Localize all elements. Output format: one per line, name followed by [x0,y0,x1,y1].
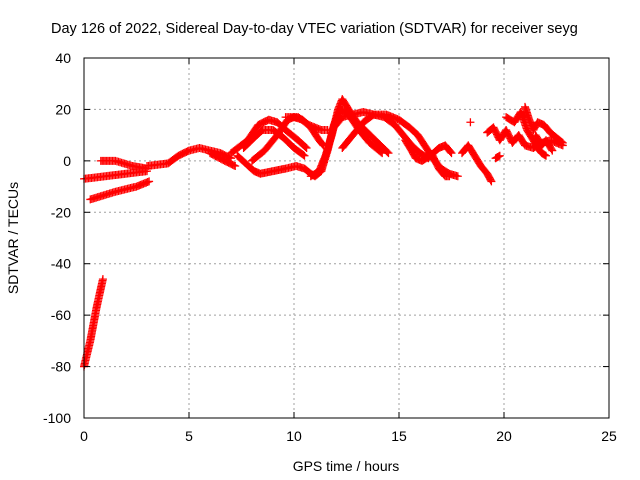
data-point [446,148,455,157]
series-arc-11 [281,113,332,134]
series-arc-01 [80,275,107,371]
series-arc-24 [531,131,557,155]
series-arc-03 [86,177,154,204]
axis-ticks: 0 5 10 15 20 25 -100 -80 -60 -40 -20 0 20 40 [43,50,617,444]
series-arc-17 [428,151,454,181]
data-point [466,118,475,127]
series-arc-19 [466,118,475,127]
data-point [495,151,504,160]
y-tick-label: -80 [51,359,71,375]
x-tick-label: 5 [185,428,193,444]
data-point [447,149,456,158]
data-series [80,95,567,371]
y-tick-label: 40 [55,50,71,66]
x-tick-label: 15 [391,428,407,444]
data-point [453,172,462,181]
series-arc-23 [521,102,567,147]
data-point [445,172,454,181]
data-point [301,143,310,152]
y-tick-label: -40 [51,256,71,272]
series-arc-22 [502,108,550,160]
data-point [377,148,386,157]
data-point [542,151,550,160]
series-arc-05 [143,144,235,170]
data-point [547,145,556,154]
data-point [558,138,567,147]
data-point [548,146,557,155]
data-point [487,177,496,186]
x-tick-label: 25 [601,428,617,444]
y-tick-label: 0 [63,153,71,169]
y-tick-label: -60 [51,307,71,323]
data-point [302,144,311,152]
data-point [145,177,154,186]
data-point [299,150,308,159]
data-point [486,176,495,185]
data-point [231,162,240,170]
y-tick-label: -100 [43,410,71,426]
y-axis-label: SDTVAR / TECUs [5,182,21,294]
x-axis-label: GPS time / hours [293,458,400,474]
y-tick-label: 20 [55,101,71,117]
data-point [98,275,107,284]
series-arc-06 [206,149,240,170]
x-tick-label: 10 [286,428,302,444]
series-arc-16 [401,136,456,165]
series-arc-08 [233,151,326,181]
x-tick-label: 20 [496,428,512,444]
data-point [557,138,566,146]
x-tick-label: 0 [80,428,88,444]
plot-frame [83,57,610,419]
series-arc-21 [491,151,504,163]
y-tick-label: -20 [51,204,71,220]
series-arc-18 [458,141,496,186]
data-point [378,149,387,158]
data-point [300,151,309,160]
chart-title: Day 126 of 2022, Sidereal Day-to-day VTE… [51,21,578,37]
series-arc-02 [80,167,151,183]
